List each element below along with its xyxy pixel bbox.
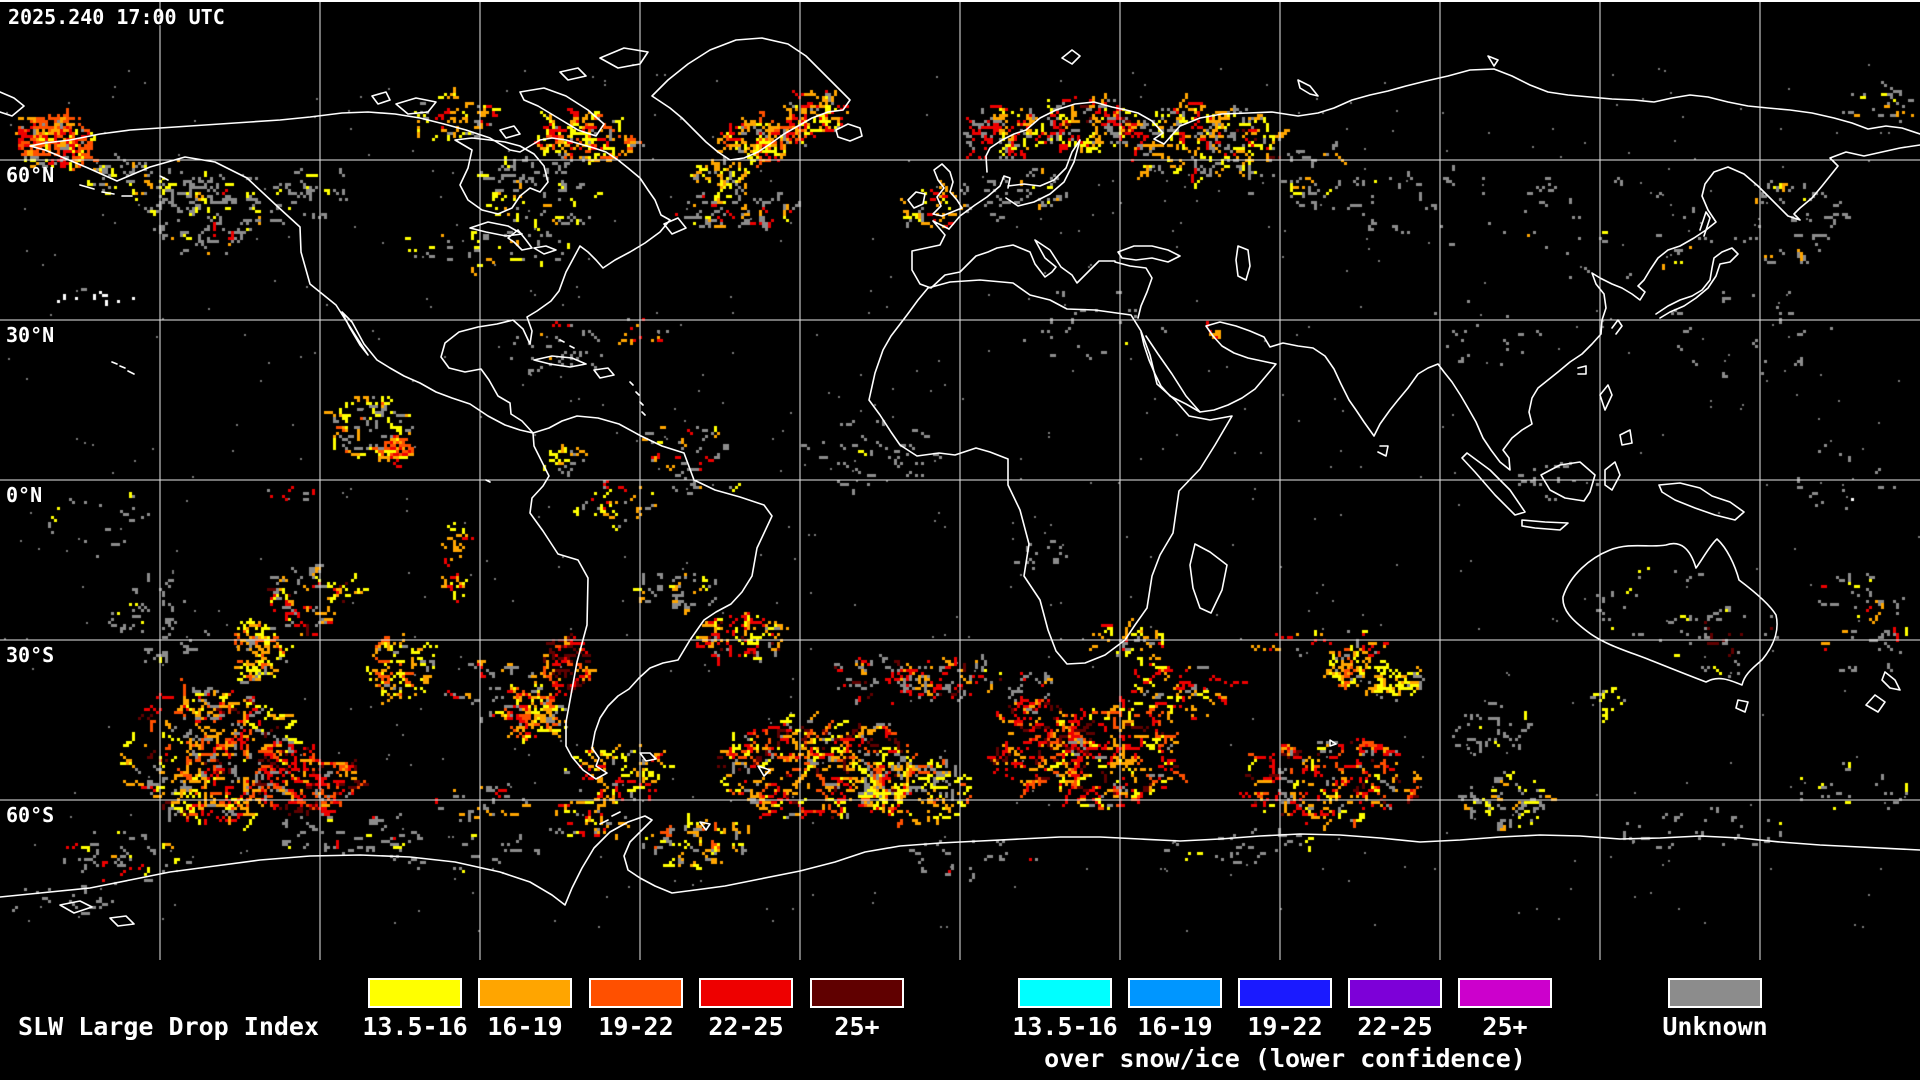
legend-range-label-snow: 19-22 — [1247, 1012, 1323, 1041]
legend-swatch-19-22 — [589, 978, 683, 1008]
legend-swatch-snow-22-25 — [1348, 978, 1442, 1008]
legend-range-label-snow: 16-19 — [1137, 1012, 1213, 1041]
legend-range-label-snow: 13.5-16 — [1012, 1012, 1118, 1041]
latitude-label-0n: 0°N — [6, 483, 43, 507]
legend-range-label: 22-25 — [708, 1012, 784, 1041]
legend-range-label-snow: 22-25 — [1357, 1012, 1433, 1041]
graticule-gridlines — [0, 0, 1920, 960]
snow-ice-note: over snow/ice (lower confidence) — [1044, 1044, 1526, 1073]
legend-swatch-16-19 — [478, 978, 572, 1008]
legend-range-label: 13.5-16 — [362, 1012, 468, 1041]
legend-swatch-22-25 — [699, 978, 793, 1008]
coastline-outlines — [0, 37, 1920, 927]
latitude-label-30n: 30°N — [6, 323, 55, 347]
latitude-label-60n: 60°N — [6, 163, 55, 187]
legend-swatch-snow-19-22 — [1238, 978, 1332, 1008]
legend-swatch-unknown — [1668, 978, 1762, 1008]
legend-swatch-snow-16-19 — [1128, 978, 1222, 1008]
legend-swatch-snow-25plus — [1458, 978, 1552, 1008]
latitude-label-30s: 30°S — [6, 643, 55, 667]
world-map-svg — [0, 0, 1920, 960]
legend-title: SLW Large Drop Index — [18, 1012, 320, 1041]
legend-range-label: 25+ — [834, 1012, 880, 1041]
legend-swatch-snow-13.5-16 — [1018, 978, 1112, 1008]
timestamp-label: 2025.240 17:00 UTC — [8, 5, 225, 29]
legend-swatch-13.5-16 — [368, 978, 462, 1008]
legend-range-label: 16-19 — [487, 1012, 563, 1041]
legend-swatch-25plus — [810, 978, 904, 1008]
legend-range-label-snow: 25+ — [1482, 1012, 1528, 1041]
legend-unknown-label: Unknown — [1662, 1012, 1768, 1041]
latitude-label-60s: 60°S — [6, 803, 55, 827]
legend-range-label: 19-22 — [598, 1012, 674, 1041]
